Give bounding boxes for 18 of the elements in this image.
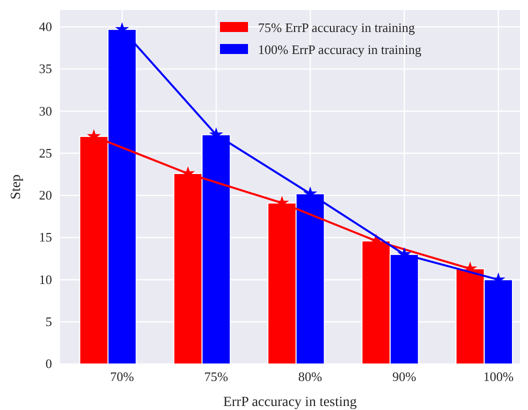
y-tick-label: 40 (39, 19, 52, 34)
y-tick-label: 35 (39, 61, 52, 76)
x-tick-label: 100% (483, 369, 514, 384)
y-axis-title: Step (9, 174, 24, 200)
y-tick-label: 30 (39, 103, 52, 118)
x-axis-title: ErrP accuracy in testing (223, 395, 357, 410)
legend-label: 75% ErrP accuracy in training (258, 20, 416, 35)
y-tick-label: 0 (46, 356, 52, 372)
x-tick-label: 70% (110, 369, 134, 384)
y-tick-label: 15 (39, 230, 52, 245)
y-tick-label: 20 (39, 188, 52, 203)
legend-label: 100% ErrP accuracy in training (258, 42, 422, 57)
x-tick-label: 75% (204, 369, 228, 384)
y-tick-label: 25 (39, 145, 52, 160)
x-tick-label: 80% (298, 369, 322, 384)
x-tick-label: 90% (392, 369, 416, 384)
y-tick-label: 5 (46, 314, 52, 330)
y-tick-label: 10 (39, 272, 52, 287)
